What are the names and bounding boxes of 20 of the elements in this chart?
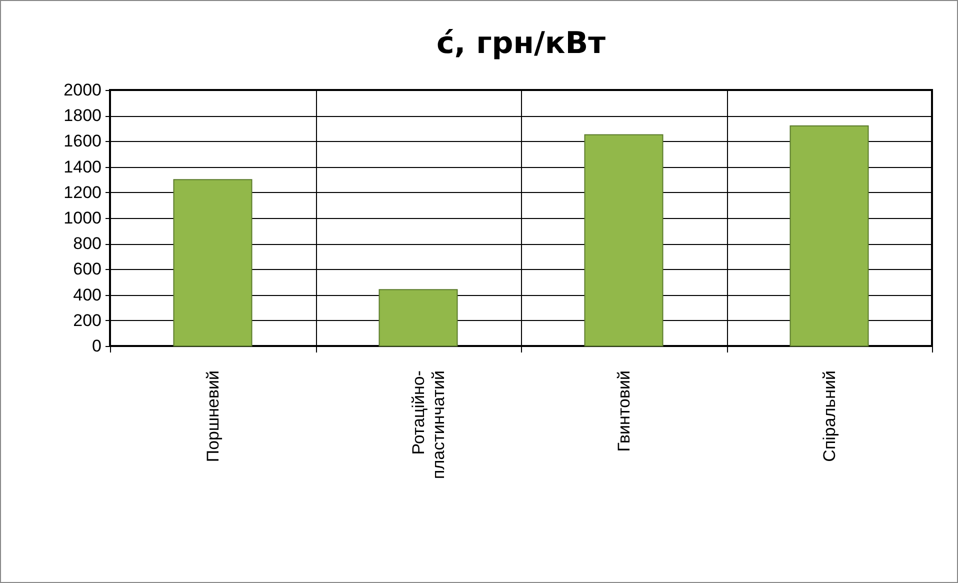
y-tick-label: 1800 (64, 106, 102, 126)
x-tick-label: Спіральний (820, 370, 839, 462)
y-tick-label: 400 (73, 285, 102, 304)
bar (584, 134, 664, 346)
y-tick-label: 800 (73, 234, 102, 254)
x-tick-label: Ротаційно- пластинчатий (408, 370, 448, 479)
x-tick-label: Поршневий (203, 370, 222, 462)
y-tick-label: 2000 (64, 80, 102, 100)
y-tick-label: 1000 (64, 208, 102, 228)
bar (790, 125, 869, 346)
y-tick-label: 600 (73, 260, 102, 279)
y-tick-label: 0 (92, 336, 102, 356)
y-tick-label: 200 (73, 310, 102, 330)
chart-title: ć, грн/кВт (436, 26, 606, 61)
x-tick-label: Гвинтовий (614, 370, 634, 452)
y-tick-label: 1400 (64, 157, 102, 176)
y-tick-label: 1600 (64, 132, 102, 151)
y-tick-label: 1200 (64, 182, 102, 202)
bar (173, 179, 252, 346)
bar (378, 289, 458, 346)
